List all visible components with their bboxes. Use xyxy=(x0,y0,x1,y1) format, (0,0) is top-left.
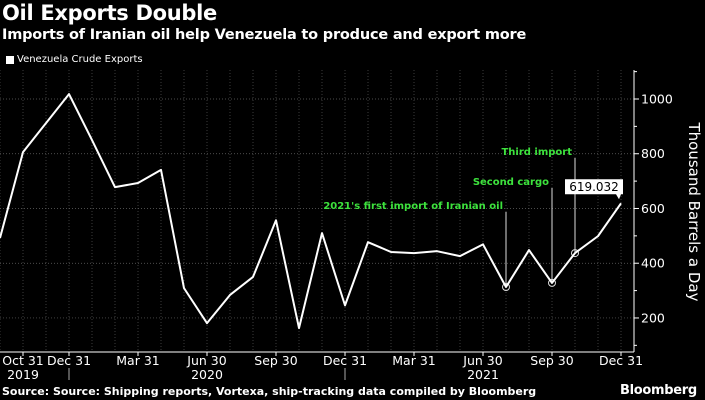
annotation-label: Third import xyxy=(501,147,572,158)
y-tick-label: 600 xyxy=(641,201,665,216)
x-tick-label: Dec 31 xyxy=(47,353,91,368)
x-tick-label: Mar 31 xyxy=(116,353,159,368)
x-tick-label: Jun 30 xyxy=(186,353,226,368)
x-tick-label: Oct 31 xyxy=(2,353,44,368)
annotation-marker xyxy=(548,278,556,287)
x-tick-label: Mar 31 xyxy=(392,353,435,368)
annotation-label: Second cargo xyxy=(473,177,549,188)
annotation-label: 2021's first import of Iranian oil xyxy=(323,201,503,212)
y-axis-label: Thousand Barrels a Day xyxy=(685,122,703,302)
x-tick-label: Jun 30 xyxy=(462,353,502,368)
y-tick-label: 800 xyxy=(641,146,665,161)
y-tick-label: 200 xyxy=(641,310,665,325)
legend-label: Venezuela Crude Exports xyxy=(17,54,143,65)
x-year-label: 2021 xyxy=(467,367,499,382)
x-tick-label: Sep 30 xyxy=(254,353,297,368)
annotation-marker xyxy=(502,283,510,292)
x-tick-label: Dec 31 xyxy=(599,353,643,368)
y-tick-label: 1000 xyxy=(641,92,673,107)
bloomberg-logo: Bloomberg xyxy=(620,383,697,398)
x-year-label: 2020 xyxy=(191,367,223,382)
legend-swatch xyxy=(6,55,14,64)
legend: Venezuela Crude Exports xyxy=(6,54,143,65)
x-year-label: 2019 xyxy=(7,367,39,382)
x-tick-label: Sep 30 xyxy=(530,353,573,368)
annotation-marker xyxy=(571,249,579,258)
last-value-badge xyxy=(565,179,623,200)
x-tick-label: Dec 31 xyxy=(323,353,367,368)
source-note: Source: Source: Shipping reports, Vortex… xyxy=(2,385,537,398)
series-line-venezuela-crude-exports xyxy=(0,93,622,330)
chart-title: Oil Exports Double xyxy=(2,1,217,25)
y-tick-label: 400 xyxy=(641,256,665,271)
chart-subtitle: Imports of Iranian oil help Venezuela to… xyxy=(2,27,527,43)
last-value-label: 619.032 xyxy=(569,180,619,194)
